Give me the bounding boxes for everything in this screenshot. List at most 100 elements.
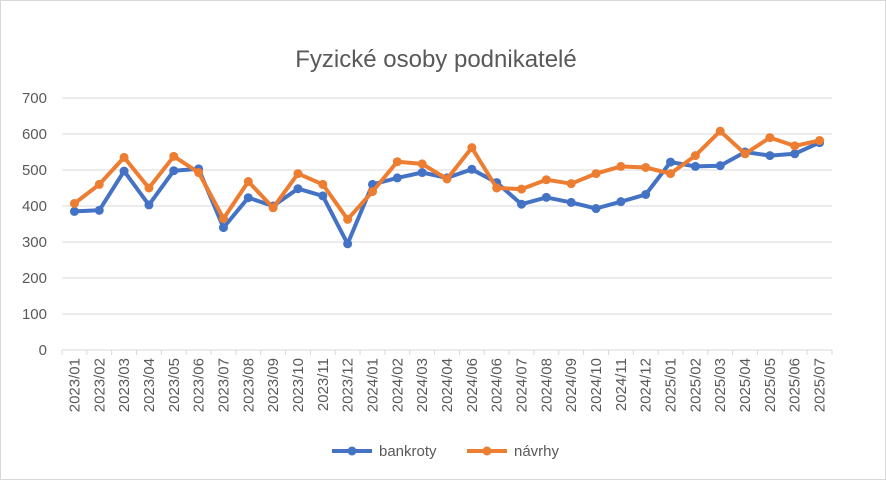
data-point <box>467 164 477 174</box>
y-tick-label: 500 <box>22 162 47 179</box>
x-tick-label: 2023/10 <box>290 358 307 412</box>
x-tick-label: 2024/01 <box>364 358 381 412</box>
y-axis-ticks: 0 100 200 300 400 500 600 700 <box>22 90 47 359</box>
data-point <box>293 169 303 179</box>
data-point <box>119 152 129 162</box>
data-point <box>690 151 700 161</box>
data-point <box>218 214 228 224</box>
x-tick-label: 2023/07 <box>215 358 232 412</box>
x-tick-label: 2023/06 <box>191 358 208 412</box>
x-tick-label: 2024/10 <box>588 358 605 412</box>
data-point <box>815 135 825 145</box>
x-tick-label: 2025/06 <box>787 358 804 412</box>
legend-item: návrhy <box>467 443 560 460</box>
data-point <box>318 191 328 201</box>
x-tick-label: 2024/04 <box>439 358 456 412</box>
data-point <box>641 189 651 199</box>
data-point <box>765 151 775 161</box>
x-tick-label: 2023/08 <box>240 358 257 412</box>
x-tick-label: 2024/08 <box>538 358 555 412</box>
x-tick-label: 2024/03 <box>414 358 431 412</box>
x-tick-label: 2023/12 <box>340 358 357 412</box>
data-point <box>69 198 79 208</box>
data-point <box>218 223 228 233</box>
chart-title: Fyzické osoby podnikatelé <box>295 46 576 73</box>
data-point <box>690 161 700 171</box>
legend: bankroty návrhy <box>332 443 560 460</box>
data-point <box>616 161 626 171</box>
data-point <box>790 141 800 151</box>
data-point <box>343 239 353 249</box>
data-point <box>69 206 79 216</box>
x-tick-label: 2023/11 <box>315 358 332 411</box>
data-point <box>392 173 402 183</box>
x-tick-label: 2023/02 <box>91 358 108 412</box>
data-point <box>591 204 601 214</box>
data-point <box>169 166 179 176</box>
x-tick-label: 2025/02 <box>687 358 704 412</box>
legend-swatch-marker <box>482 446 492 456</box>
data-point <box>715 161 725 171</box>
data-point <box>417 168 427 178</box>
series-bankroty <box>69 138 825 249</box>
x-tick-label: 2024/07 <box>514 358 531 412</box>
data-point <box>765 133 775 143</box>
y-tick-label: 400 <box>22 198 47 215</box>
data-point <box>541 175 551 185</box>
data-point <box>467 143 477 153</box>
x-tick-label: 2023/05 <box>166 358 183 412</box>
data-point <box>566 179 576 189</box>
data-point <box>94 179 104 189</box>
data-point <box>641 162 651 172</box>
y-tick-label: 100 <box>22 306 47 323</box>
x-tick-label: 2025/01 <box>663 358 680 412</box>
data-point <box>392 157 402 167</box>
data-point <box>243 193 253 203</box>
x-tick-label: 2025/04 <box>737 358 754 412</box>
x-tick-label: 2024/06 <box>464 358 481 412</box>
x-tick-label: 2024/09 <box>563 358 580 412</box>
data-point <box>169 151 179 161</box>
data-point <box>666 169 676 179</box>
x-tick-label: 2024/02 <box>389 358 406 412</box>
x-tick-label: 2023/04 <box>141 358 158 412</box>
x-tick-label: 2025/03 <box>712 358 729 412</box>
data-point <box>666 157 676 167</box>
legend-label: bankroty <box>379 443 437 460</box>
data-point <box>268 203 278 213</box>
data-point <box>591 169 601 179</box>
data-point <box>367 187 377 197</box>
data-point <box>119 166 129 176</box>
legend-label: návrhy <box>514 443 560 460</box>
data-point <box>715 126 725 136</box>
data-point <box>343 214 353 224</box>
data-point <box>517 184 527 194</box>
data-point <box>293 184 303 194</box>
data-point <box>566 197 576 207</box>
legend-item: bankroty <box>332 443 437 460</box>
legend-swatch-marker <box>347 446 357 456</box>
data-point <box>144 183 154 193</box>
data-point <box>517 199 527 209</box>
x-tick-label: 2025/07 <box>812 358 829 412</box>
data-point <box>144 200 154 210</box>
series-návrhy <box>69 126 825 224</box>
x-tick-label: 2023/01 <box>66 358 83 412</box>
x-tick-label: 2024/11 <box>613 358 630 411</box>
data-point <box>616 197 626 207</box>
data-point <box>442 174 452 184</box>
y-tick-label: 600 <box>22 126 47 143</box>
y-tick-label: 700 <box>22 90 47 107</box>
series-layer <box>69 126 825 249</box>
x-tick-label: 2024/12 <box>638 358 655 412</box>
data-point <box>492 183 502 193</box>
x-tick-label: 2023/09 <box>265 358 282 412</box>
data-point <box>243 177 253 187</box>
data-point <box>318 179 328 189</box>
data-point <box>417 159 427 169</box>
y-tick-label: 200 <box>22 270 47 287</box>
data-point <box>541 192 551 202</box>
data-point <box>194 168 204 178</box>
